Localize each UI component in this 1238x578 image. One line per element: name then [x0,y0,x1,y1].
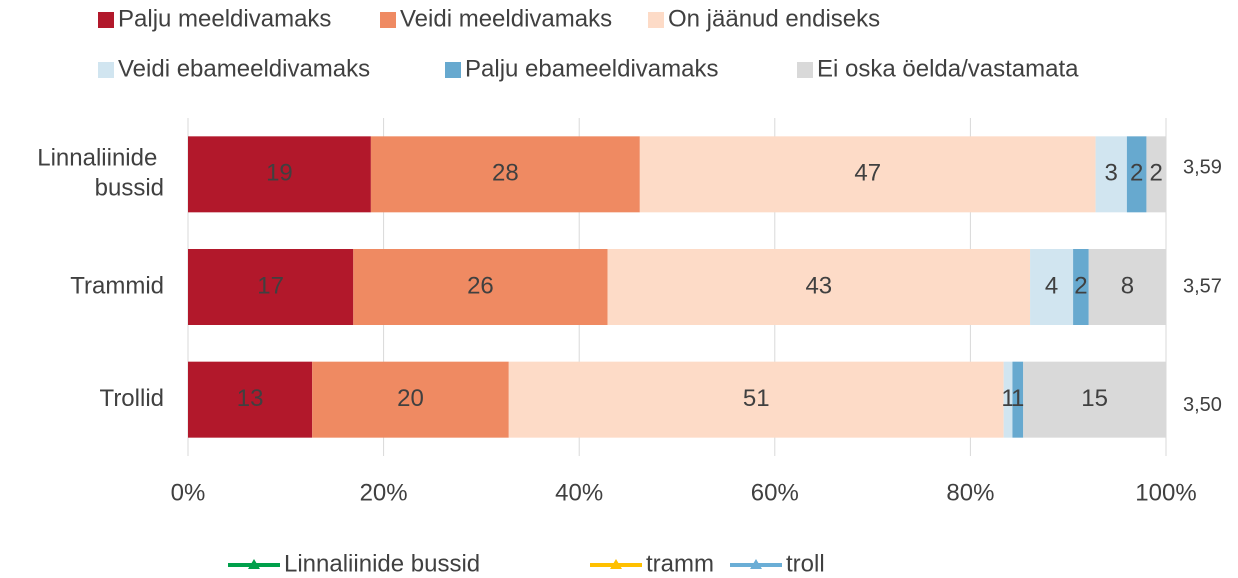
legend-swatch [98,12,114,28]
data-label: 4 [1045,272,1058,299]
x-tick-label: 40% [555,479,603,506]
bar-segment [1023,361,1166,438]
data-label: 13 [237,385,264,412]
x-tick-label: 80% [946,479,994,506]
bar-segment [188,136,371,213]
bar-segment [1003,361,1013,438]
data-label: 17 [257,272,284,299]
legend-label: Veidi ebameeldivamaks [118,55,370,82]
legend-swatch [648,12,664,28]
legend-label: Linnaliinide bussid [284,550,480,577]
legend-label: Ei oska öelda/vastamata [817,55,1079,82]
data-label: 2 [1074,272,1087,299]
bar-segment [1073,249,1089,325]
score-label: 3,59 [1183,157,1222,179]
bar-segment [1095,136,1127,213]
bar-segment [1126,136,1147,213]
legend-swatch [445,62,461,78]
bar-segment [312,361,509,438]
data-label: 1 [1001,385,1014,412]
bar-segment [1146,136,1166,213]
data-label: 15 [1081,385,1108,412]
legend-marker [248,559,260,569]
x-tick-label: 20% [360,479,408,506]
bar-segment [508,361,1004,438]
score-label: 3,57 [1183,275,1222,297]
y-tick-label: Trollid [100,385,164,412]
bar-segment [1030,249,1074,325]
data-label: 47 [854,160,881,187]
bar-segment [188,361,313,438]
data-label: 2 [1150,160,1163,187]
legend-swatch [797,62,813,78]
x-tick-label: 100% [1135,479,1196,506]
legend-label: tramm [646,550,714,577]
legend-label: Palju ebameeldivamaks [465,55,718,82]
score-label: 3,50 [1183,394,1222,416]
data-label: 28 [492,160,519,187]
legend-swatch [98,62,114,78]
data-label: 3 [1105,160,1118,187]
legend-marker [750,559,762,569]
legend-label: troll [786,550,825,577]
data-label: 26 [467,272,494,299]
data-label: 8 [1121,272,1134,299]
data-label: 19 [266,160,293,187]
data-label: 20 [397,385,424,412]
y-tick-label: Linnaliinide bussid [37,145,164,202]
bar-segment [1012,361,1024,438]
legend-label: Veidi meeldivamaks [400,5,612,32]
data-label: 51 [743,385,770,412]
x-tick-label: 60% [751,479,799,506]
bar-segment [353,249,608,325]
legend-marker [610,559,622,569]
data-label: 43 [805,272,832,299]
bar-segment [639,136,1096,213]
bar-segment [1088,249,1166,325]
data-label: 1 [1011,385,1024,412]
bar-segment [607,249,1031,325]
bar-segment [370,136,640,213]
data-label: 2 [1130,160,1143,187]
bar-segment [188,249,354,325]
y-tick-label: Trammid [70,272,164,299]
legend-swatch [380,12,396,28]
x-tick-label: 0% [171,479,206,506]
legend-label: On jäänud endiseks [668,5,880,32]
legend-label: Palju meeldivamaks [118,5,331,32]
